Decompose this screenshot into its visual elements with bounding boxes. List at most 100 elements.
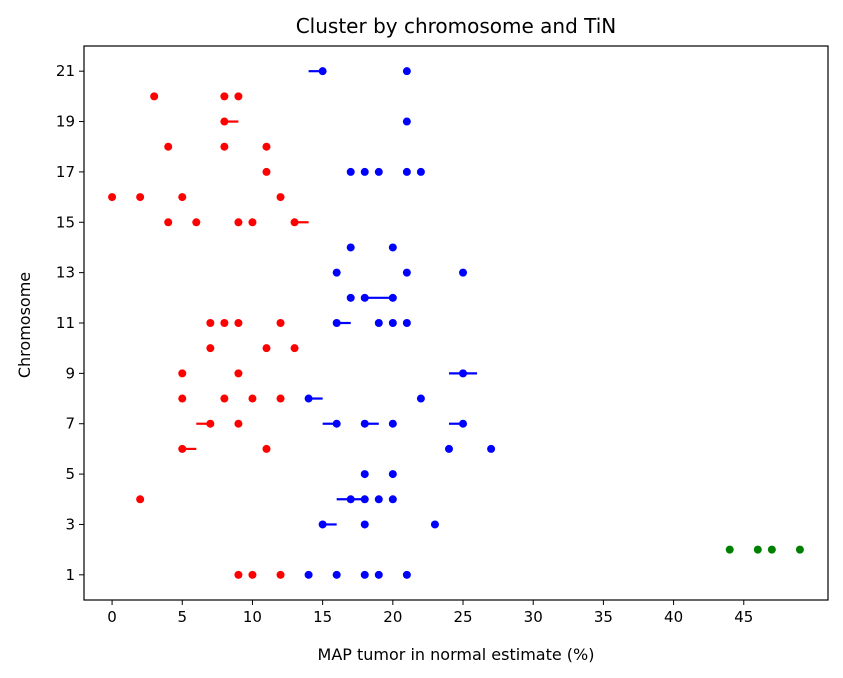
data-point [360, 520, 369, 529]
data-point [234, 570, 243, 579]
data-point [346, 293, 355, 302]
data-point [767, 545, 776, 554]
y-tick-label: 1 [65, 566, 75, 584]
x-tick-label: 10 [243, 608, 262, 626]
data-point [360, 470, 369, 479]
data-point [388, 243, 397, 252]
x-tick-label: 5 [177, 608, 187, 626]
data-point [192, 218, 201, 227]
data-point [346, 243, 355, 252]
data-point [374, 495, 383, 504]
data-point [332, 268, 341, 277]
data-point [444, 444, 453, 453]
data-point [416, 167, 425, 176]
data-point [248, 394, 257, 403]
y-tick-label: 17 [56, 163, 75, 181]
x-tick-label: 0 [107, 608, 117, 626]
data-point [459, 369, 468, 378]
data-point [108, 193, 117, 202]
data-point [346, 167, 355, 176]
y-tick-label: 9 [65, 364, 75, 382]
data-point [374, 167, 383, 176]
data-point [234, 369, 243, 378]
data-point [248, 570, 257, 579]
data-point [276, 570, 285, 579]
y-tick-label: 13 [56, 264, 75, 282]
data-point [360, 495, 369, 504]
x-tick-label: 25 [453, 608, 472, 626]
y-tick-label: 5 [65, 465, 75, 483]
data-point [262, 142, 271, 151]
x-axis-label: MAP tumor in normal estimate (%) [318, 645, 595, 664]
data-point [402, 117, 411, 126]
data-point [178, 369, 187, 378]
data-point [725, 545, 734, 554]
data-point [459, 268, 468, 277]
data-point [248, 218, 257, 227]
data-point [318, 520, 327, 529]
data-point [388, 470, 397, 479]
data-point [164, 218, 173, 227]
data-point [304, 570, 313, 579]
data-point [178, 394, 187, 403]
data-point [220, 142, 229, 151]
data-point [360, 570, 369, 579]
data-point [459, 419, 468, 428]
plot-area-frame [83, 45, 829, 601]
data-point [206, 344, 215, 353]
data-point [374, 319, 383, 327]
data-point [206, 419, 215, 428]
data-point [220, 117, 229, 126]
data-point [290, 218, 299, 227]
data-point [388, 495, 397, 504]
data-point [402, 570, 411, 579]
data-points [108, 67, 804, 579]
data-point [360, 419, 369, 428]
data-point [290, 344, 299, 353]
y-tick-label: 3 [65, 515, 75, 533]
data-point [374, 570, 383, 579]
data-point [164, 142, 173, 151]
data-point [402, 319, 411, 327]
data-point [332, 419, 341, 428]
x-tick-label: 40 [664, 608, 683, 626]
x-tick-label: 20 [383, 608, 402, 626]
data-point [150, 92, 159, 101]
data-point [795, 545, 804, 554]
data-point [388, 419, 397, 428]
data-point [416, 394, 425, 403]
data-point [402, 268, 411, 277]
data-point [304, 394, 313, 403]
data-point [276, 319, 285, 327]
data-point [276, 193, 285, 202]
data-point [262, 167, 271, 176]
data-point [388, 293, 397, 302]
data-point [178, 444, 187, 453]
data-point [220, 319, 229, 327]
x-tick-label: 45 [734, 608, 753, 626]
data-point [332, 570, 341, 579]
data-point [234, 419, 243, 428]
data-point [206, 319, 215, 327]
data-point [136, 495, 145, 504]
data-point [360, 167, 369, 176]
chart-title: Cluster by chromosome and TiN [296, 14, 617, 38]
data-point [402, 167, 411, 176]
data-point [220, 92, 229, 101]
data-point [487, 444, 496, 453]
y-tick-label: 7 [65, 415, 75, 433]
y-tick-label: 19 [56, 113, 75, 131]
data-point [430, 520, 439, 529]
x-tick-label: 15 [313, 608, 332, 626]
y-tick-label: 15 [56, 213, 75, 231]
data-point [262, 444, 271, 453]
x-tick-label: 35 [594, 608, 613, 626]
data-point [136, 193, 145, 202]
data-point [234, 92, 243, 101]
x-tick-label: 30 [524, 608, 543, 626]
y-axis-label: Chromosome [15, 272, 34, 378]
data-point [402, 67, 411, 76]
